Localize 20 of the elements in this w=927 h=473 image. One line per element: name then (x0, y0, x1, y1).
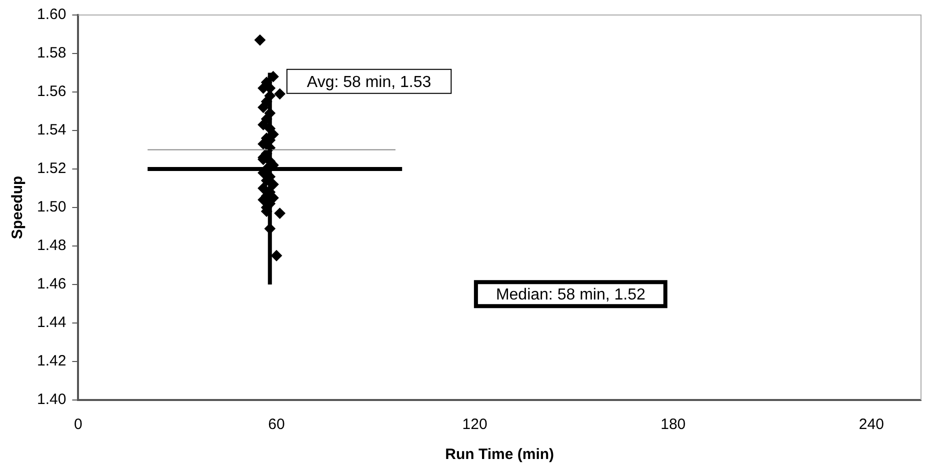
x-tick-label: 0 (74, 416, 82, 434)
x-tick-label: 180 (660, 416, 686, 434)
y-tick-label: 1.44 (36, 314, 66, 332)
y-axis-title: Speedup (9, 176, 26, 240)
y-tick-label: 1.52 (36, 160, 66, 178)
x-tick-label: 240 (858, 416, 884, 434)
y-tick-label: 1.58 (36, 44, 66, 62)
y-tick-label: 1.46 (36, 276, 66, 293)
annotation: Avg: 58 min, 1.53 (306, 74, 432, 91)
y-tick-label: 1.48 (36, 237, 66, 254)
y-tick-label: 1.50 (36, 198, 66, 216)
y-tick-label: 1.42 (36, 352, 66, 370)
y-tick-label: 1.54 (36, 122, 66, 139)
y-tick-label: 1.60 (36, 6, 66, 24)
x-tick-label: 120 (462, 416, 488, 434)
x-tick-label: 60 (268, 416, 285, 434)
annotation: Median: 58 min, 1.52 (496, 286, 646, 304)
x-axis-title: Run Time (min) (445, 446, 554, 464)
y-tick-label: 1.40 (36, 391, 66, 408)
y-tick-label: 1.56 (36, 83, 66, 100)
